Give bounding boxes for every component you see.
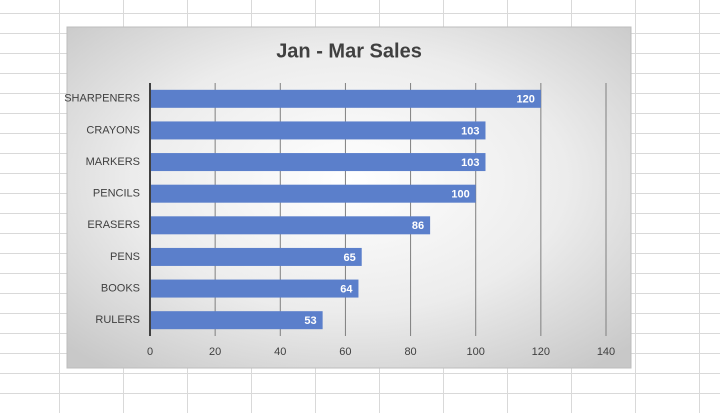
bar: [150, 121, 486, 140]
bar: [150, 89, 541, 108]
y-tick-label: PENS: [110, 251, 140, 263]
x-tick-label: 120: [532, 346, 550, 358]
data-label: 65: [343, 252, 355, 264]
x-tick-label: 140: [597, 346, 615, 358]
x-tick-label: 100: [467, 346, 485, 358]
x-tick-label: 60: [339, 346, 351, 358]
bar: [150, 184, 476, 203]
bar: [150, 216, 431, 235]
y-tick-label: CRAYONS: [86, 124, 140, 136]
x-tick-label: 0: [147, 346, 153, 358]
data-label: 86: [412, 220, 424, 232]
bar: [150, 279, 359, 298]
y-tick-label: BOOKS: [101, 282, 140, 294]
chart-title: Jan - Mar Sales: [276, 40, 422, 62]
y-tick-label: SHARPENERS: [64, 93, 140, 105]
bar: [150, 153, 486, 172]
y-tick-label: ERASERS: [87, 219, 140, 231]
data-label: 120: [516, 94, 534, 106]
data-label: 103: [461, 125, 479, 137]
y-tick-label: PENCILS: [93, 188, 140, 200]
y-tick-label: MARKERS: [86, 156, 140, 168]
data-label: 53: [304, 315, 316, 327]
y-tick-label: RULERS: [95, 314, 140, 326]
x-tick-label: 80: [404, 346, 416, 358]
data-label: 103: [461, 157, 479, 169]
x-tick-label: 20: [209, 346, 221, 358]
data-label: 64: [340, 283, 353, 295]
x-tick-label: 40: [274, 346, 286, 358]
data-label: 100: [451, 189, 469, 201]
bar: [150, 247, 362, 266]
bar: [150, 311, 323, 330]
